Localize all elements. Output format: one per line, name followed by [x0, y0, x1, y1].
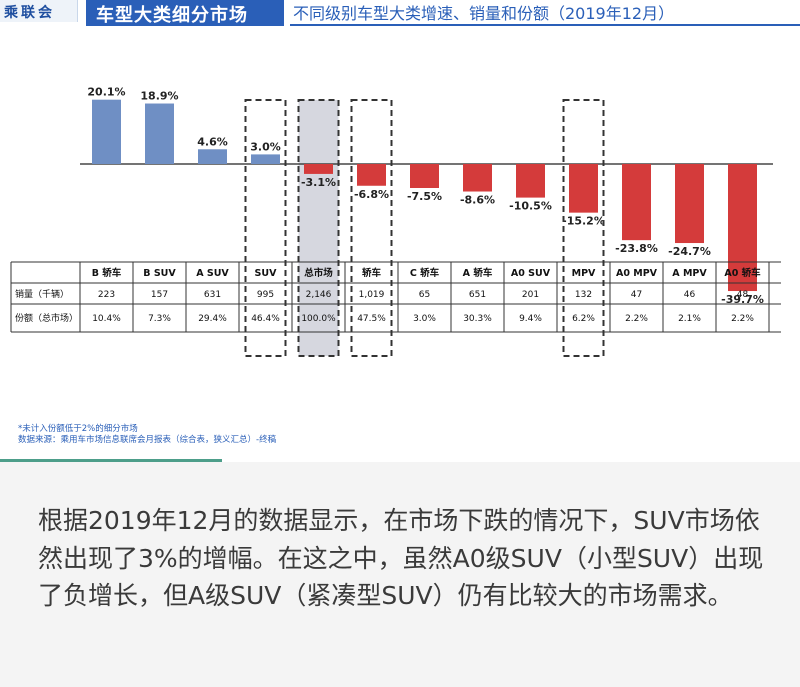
category-label-6: C 轿车	[410, 267, 440, 279]
data-label-1: 18.9%	[140, 90, 178, 103]
page-title: 车型大类细分市场	[96, 5, 248, 26]
table-cell-1-0: 10.4%	[92, 314, 121, 324]
data-label-10: -23.8%	[615, 242, 658, 255]
text-panel: 根据2019年12月的数据显示，在市场下跌的情况下，SUV市场依然出现了3%的增…	[0, 462, 800, 687]
table-cell-1-5: 47.5%	[357, 314, 386, 324]
logo-text: 乘联会	[4, 5, 55, 21]
category-label-7: A 轿车	[463, 267, 493, 279]
data-label-9: -15.2%	[562, 215, 605, 228]
header: 乘联会 车型大类细分市场 不同级别车型大类增速、销量和份额（2019年12月）	[0, 0, 800, 30]
highlight-box-5	[350, 99, 393, 357]
body-paragraph: 根据2019年12月的数据显示，在市场下跌的情况下，SUV市场依然出现了3%的增…	[38, 506, 764, 610]
note-footnote: *未计入份额低于2%的细分市场	[18, 424, 138, 434]
category-label-12: A0 轿车	[724, 267, 761, 279]
data-label-12: -39.7%	[721, 293, 764, 306]
logo: 乘联会	[0, 0, 78, 22]
data-label-11: -24.7%	[668, 245, 711, 258]
table-cell-0-6: 65	[419, 290, 430, 300]
bar-8	[516, 164, 545, 198]
table-cell-1-9: 6.2%	[572, 314, 595, 324]
category-label-0: B 轿车	[92, 267, 122, 279]
table-cell-0-3: 995	[257, 290, 274, 300]
data-label-3: 3.0%	[250, 140, 281, 153]
table-cell-0-7: 651	[469, 290, 486, 300]
note-source: 数据来源：乘用车市场信息联席会月报表（综合表，狭义汇总）-终稿	[18, 435, 277, 445]
highlight-box-9	[562, 99, 605, 357]
segment-growth-chart: 20.1% 18.9% 4.6% 3.0% -3.1% -6.8% -7.5% -8.6% -1…	[10, 86, 781, 357]
bar-3	[251, 154, 280, 164]
bar-4	[304, 164, 333, 174]
category-label-5: 轿车	[362, 267, 382, 279]
table-cell-1-3: 46.4%	[251, 314, 280, 324]
data-label-2: 4.6%	[197, 135, 228, 148]
category-label-8: A0 SUV	[511, 268, 551, 279]
total-highlight-fill	[298, 100, 339, 356]
data-label-0: 20.1%	[87, 86, 125, 99]
bar-6	[410, 164, 439, 188]
data-label-7: -8.6%	[460, 194, 495, 207]
page-subtitle: 不同级别车型大类增速、销量和份额（2019年12月）	[293, 4, 675, 23]
table-cell-1-4: 100.0%	[301, 314, 336, 324]
category-label-1: B SUV	[143, 268, 176, 279]
table-cell-1-8: 9.4%	[519, 314, 542, 324]
table-cell-1-1: 7.3%	[148, 314, 171, 324]
category-label-11: A MPV	[672, 268, 707, 279]
table-cell-0-8: 201	[522, 290, 539, 300]
table-row-label-0: 销量（千辆）	[15, 288, 69, 300]
table-cell-0-11: 46	[684, 290, 696, 300]
table-cell-1-12: 2.2%	[731, 314, 754, 324]
category-label-9: MPV	[572, 268, 596, 279]
highlight-box-3	[244, 99, 287, 357]
table-cell-0-0: 223	[98, 290, 115, 300]
bar-7	[463, 164, 492, 192]
table-cell-0-10: 47	[631, 290, 642, 300]
category-label-2: A SUV	[196, 268, 229, 279]
table-cell-1-7: 30.3%	[463, 314, 492, 324]
table-cell-0-1: 157	[151, 290, 168, 300]
data-label-8: -10.5%	[509, 200, 552, 213]
bar-0	[92, 99, 121, 164]
category-label-10: A0 MPV	[616, 268, 658, 279]
table-cell-0-2: 631	[204, 290, 221, 300]
highlight-box-4	[297, 99, 340, 357]
bar-12	[728, 164, 757, 292]
table-cell-1-10: 2.2%	[625, 314, 648, 324]
header-divider	[290, 24, 800, 26]
category-label-4: 总市场	[304, 267, 333, 279]
bar-1	[145, 103, 174, 164]
data-label-5: -6.8%	[354, 188, 389, 201]
bar-2	[198, 149, 227, 164]
table-cell-1-11: 2.1%	[678, 314, 701, 324]
title-bar: 车型大类细分市场	[86, 0, 284, 26]
notes: *未计入份额低于2%的细分市场 数据来源：乘用车市场信息联席会月报表（综合表，狭…	[18, 424, 276, 446]
table-cell-0-5: 1,019	[359, 290, 385, 300]
bar-10	[622, 164, 651, 241]
table-cell-1-6: 3.0%	[413, 314, 436, 324]
table-row-label-1: 份额（总市场）	[15, 312, 78, 324]
data-label-6: -7.5%	[407, 190, 442, 203]
category-label-3: SUV	[255, 268, 278, 279]
table-cell-1-2: 29.4%	[198, 314, 227, 324]
bar-11	[675, 164, 704, 244]
table-cell-0-9: 132	[575, 290, 592, 300]
data-label-4: -3.1%	[301, 176, 336, 189]
table-cell-0-4: 2,146	[306, 290, 332, 300]
table-cell-0-12: 48	[737, 290, 749, 300]
bar-5	[357, 164, 386, 186]
bar-9	[569, 164, 598, 213]
